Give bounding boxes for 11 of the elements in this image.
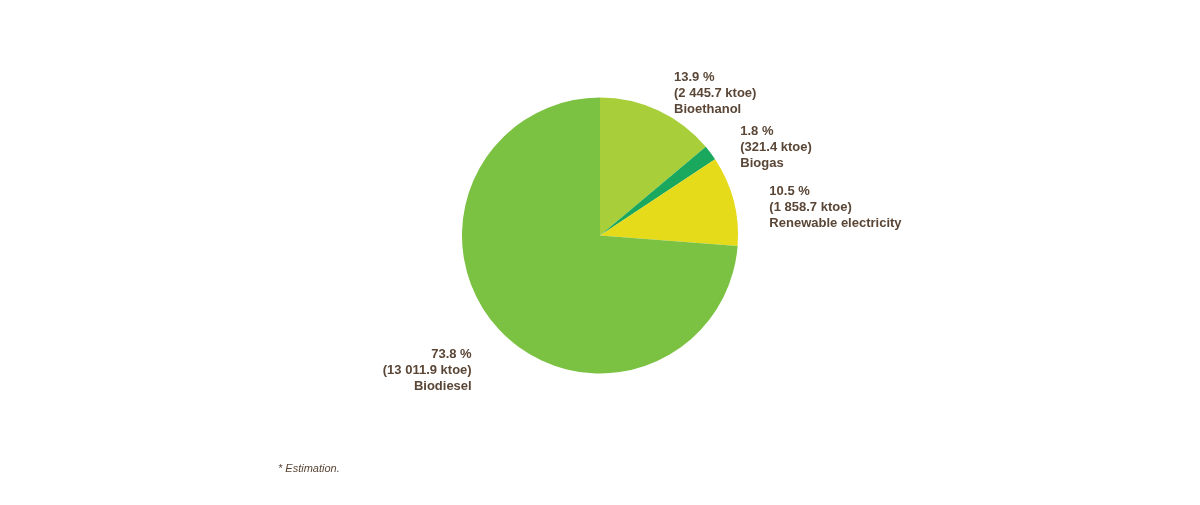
text: * Estimation. [278,462,340,474]
data-label: 10.5 % (1 858.7 ktoe) [769,183,852,215]
data-label: 1.8 % (321.4 ktoe) [740,122,812,154]
slice-label: Bioethanol [674,100,742,116]
slice-label: Biodiesel [413,378,472,394]
data-label: 13.9 % (2 445.7 ktoe) [674,68,757,100]
pie-slice [600,146,716,236]
pie-slice [600,159,738,246]
data-label: 73.8 % (13 011.9 ktoe) [382,346,473,378]
slice-label: Biogas [740,154,784,170]
slice-label: Renewable electricity [769,215,903,231]
